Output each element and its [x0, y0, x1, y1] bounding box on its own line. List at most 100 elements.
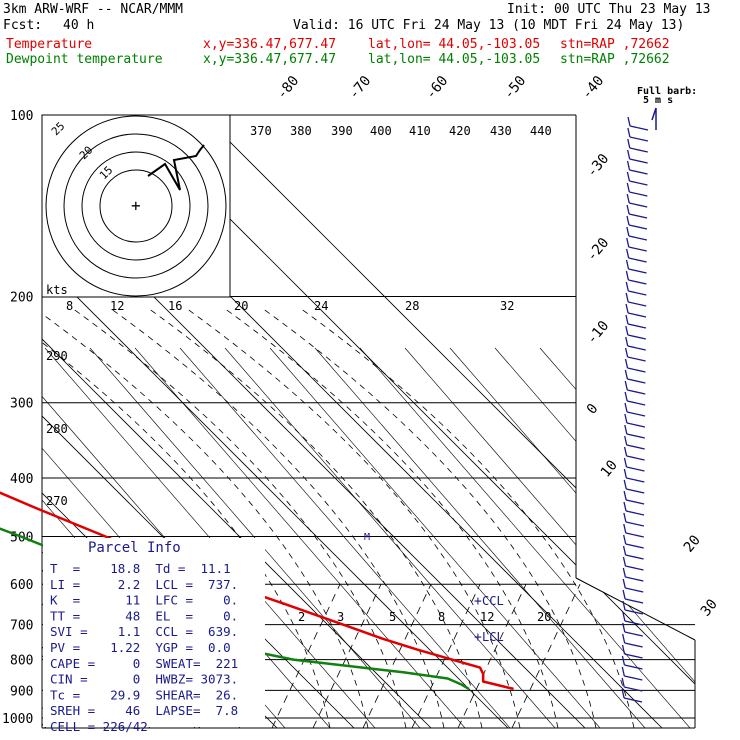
- forecast-hour: 40 h: [63, 18, 95, 33]
- moist-adiabat: [147, 307, 483, 728]
- moist-adiabat: [71, 307, 407, 728]
- wind-barb-feather: [625, 281, 629, 292]
- theta-label: 370: [250, 124, 272, 138]
- moist-adiabat: [299, 307, 635, 728]
- parcel-row: LI = 2.2 LCL = 737.: [50, 577, 238, 592]
- pressure-label-400: 400: [10, 472, 33, 487]
- ccl-label: CCL: [482, 594, 504, 608]
- wind-barb-feather: [626, 160, 631, 171]
- wind-barb-feather: [622, 600, 626, 611]
- sounding-curves: [0, 491, 514, 691]
- wind-barb: [626, 444, 645, 450]
- wind-barb: [624, 631, 643, 637]
- wind-barb-feather: [625, 303, 629, 314]
- wind-barb: [626, 488, 645, 494]
- parcel-row: CAPE = 0 SWEAT= 221: [50, 656, 238, 671]
- parcel-row: K = 11 LFC = 0.: [50, 593, 238, 608]
- wind-barb-feather: [624, 358, 629, 369]
- dry-adiabat: [179, 347, 511, 728]
- parcel-panel-bg: [43, 538, 265, 727]
- skewed-temp-label: -40: [579, 73, 608, 103]
- wind-barb: [625, 576, 644, 582]
- mixing-ratio-label: 5: [389, 610, 396, 624]
- wind-barb: [628, 268, 647, 274]
- wind-barb: [624, 664, 643, 670]
- theta-label: 380: [290, 124, 312, 138]
- skewed-temp-label: -50: [501, 73, 530, 103]
- speed-scale-label: 20: [234, 299, 248, 313]
- dewpoint-legend-stn: stn=RAP ,72662: [560, 52, 670, 67]
- speed-scale-label: 32: [500, 299, 514, 313]
- wind-barb-feather: [627, 127, 631, 138]
- hodograph-ring: [63, 133, 209, 279]
- wind-barb: [625, 554, 644, 560]
- wind-barb-feather: [622, 578, 626, 589]
- marker-m: M: [364, 532, 370, 543]
- wind-barb: [625, 565, 644, 571]
- wind-barb: [624, 653, 643, 659]
- wind-barb: [627, 389, 646, 395]
- temperature-legend-xy: x,y=336.47,677.47: [203, 37, 337, 52]
- ccl-marker: +: [474, 594, 482, 609]
- pressure-label-700: 700: [10, 619, 33, 634]
- dry-adiabat: [314, 347, 646, 728]
- mixing-ratio-label: 20: [537, 610, 551, 624]
- wind-barb: [626, 422, 646, 428]
- temperature-legend-name: Temperature: [6, 37, 93, 52]
- wind-barb: [627, 400, 646, 406]
- skewed-temp-label: -30: [584, 151, 613, 181]
- wind-barb: [624, 686, 643, 692]
- wind-barb-feather: [622, 611, 626, 622]
- wind-barb: [629, 191, 648, 197]
- mixing-ratio-line: [362, 584, 432, 728]
- wind-barb-feather: [621, 688, 625, 699]
- wind-barb: [629, 147, 648, 153]
- hodograph-ring: [45, 115, 227, 297]
- wind-barb-feather: [626, 171, 631, 182]
- wind-barb: [624, 609, 644, 615]
- wind-barb-feather: [624, 424, 628, 435]
- theta-label: 410: [409, 124, 431, 138]
- speed-scale-label: 8: [66, 299, 73, 313]
- parcel-row: CIN = 0 HWBZ= 3073.: [50, 672, 238, 687]
- wind-barb: [628, 301, 647, 307]
- wind-barb: [627, 367, 646, 373]
- mixing-ratio-label: 3: [337, 610, 344, 624]
- temperature-legend-stn: stn=RAP ,72662: [560, 37, 670, 52]
- wind-barb-feather: [622, 556, 627, 567]
- mixing-ratio-line: [312, 584, 382, 728]
- wind-barb-feather: [621, 655, 626, 666]
- wind-barb-feather: [626, 182, 630, 193]
- wind-barb-feather: [622, 545, 627, 556]
- wind-barb-feather: [625, 314, 629, 325]
- wind-barb-feather: [626, 226, 630, 237]
- dry-adiabat: [359, 347, 691, 728]
- wind-barb: [628, 279, 647, 285]
- moist-adiabat: [261, 307, 597, 728]
- dry-adiabat: [584, 347, 695, 728]
- side-scale-label: 290: [46, 349, 68, 363]
- dewpoint-curve: [0, 527, 470, 690]
- dry-adiabat: [269, 347, 601, 728]
- wind-barb-feather: [624, 413, 628, 424]
- hodograph-box: [41, 114, 231, 298]
- moist-adiabat: [42, 307, 331, 728]
- wind-barb-feather: [625, 325, 629, 336]
- dewpoint-legend-latlon: lat,lon= 44.05,-103.05: [368, 52, 541, 67]
- hodograph-units: kts: [46, 283, 68, 297]
- wind-barb: [627, 345, 646, 351]
- wind-barb: [627, 356, 646, 362]
- wind-barb: [623, 697, 643, 703]
- wind-barb: [629, 180, 648, 186]
- valid-time: Valid: 16 UTC Fri 24 May 13 (10 MDT Fri …: [293, 18, 685, 33]
- theta-label: 400: [370, 124, 392, 138]
- wind-barb: [629, 202, 648, 208]
- wind-barb-feather: [625, 292, 629, 303]
- wind-barb: [624, 598, 644, 604]
- wind-barb: [624, 675, 643, 681]
- side-scale-label: 280: [46, 422, 68, 436]
- dry-adiabat: [404, 347, 695, 728]
- parcel-info-panel: Parcel Info T = 18.8 Td = 11.1LI = 2.2 LC…: [43, 538, 265, 734]
